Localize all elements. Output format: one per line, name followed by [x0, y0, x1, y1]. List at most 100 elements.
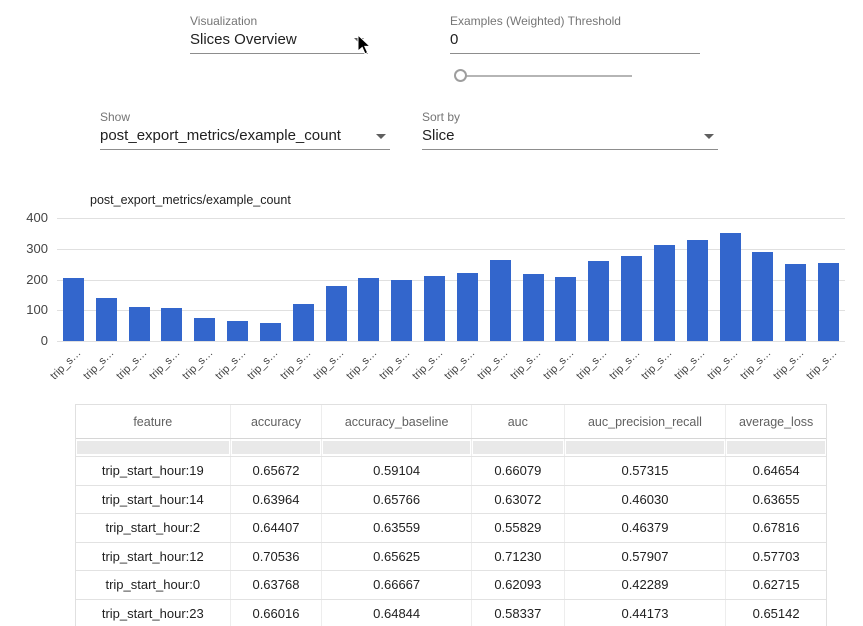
- metric-cell: 0.65142: [726, 600, 826, 626]
- table-filter-row: [76, 439, 826, 456]
- bar-15[interactable]: [555, 277, 576, 341]
- mouse-cursor-icon: [357, 34, 373, 56]
- metric-cell: 0.67816: [726, 514, 826, 542]
- bar-6[interactable]: [260, 323, 281, 341]
- bar-19[interactable]: [687, 240, 708, 341]
- bar-11[interactable]: [424, 276, 445, 341]
- metric-cell: 0.55829: [472, 514, 565, 542]
- metric-cell: 0.64844: [322, 600, 472, 626]
- metric-cell: 0.46030: [565, 486, 727, 514]
- bar-17[interactable]: [621, 256, 642, 341]
- bar-16[interactable]: [588, 261, 609, 341]
- table-row[interactable]: trip_start_hour:190.656720.591040.660790…: [76, 456, 826, 485]
- bar-9[interactable]: [358, 278, 379, 341]
- show-dropdown[interactable]: post_export_metrics/example_count: [100, 126, 390, 150]
- filter-input[interactable]: [232, 441, 321, 454]
- column-header-auc_precision_recall[interactable]: auc_precision_recall: [565, 405, 727, 438]
- filter-input[interactable]: [727, 441, 825, 454]
- table-row[interactable]: trip_start_hour:120.705360.656250.712300…: [76, 542, 826, 571]
- y-axis: 0100200300400: [0, 218, 48, 358]
- metric-cell: 0.63768: [231, 571, 323, 599]
- metric-cell: 0.65766: [322, 486, 472, 514]
- show-label: Show: [100, 110, 130, 124]
- metric-cell: 0.63655: [726, 486, 826, 514]
- filter-cell: [565, 439, 727, 456]
- chevron-down-icon: [704, 134, 714, 139]
- sort-by-label: Sort by: [422, 110, 460, 124]
- filter-cell: [76, 439, 231, 456]
- metric-cell: 0.66079: [472, 457, 565, 485]
- bar-7[interactable]: [293, 304, 314, 341]
- filter-input[interactable]: [566, 441, 725, 454]
- metric-cell: 0.64654: [726, 457, 826, 485]
- feature-cell: trip_start_hour:12: [76, 543, 231, 571]
- bar-5[interactable]: [227, 321, 248, 341]
- filter-cell: [231, 439, 323, 456]
- bar-chart: [57, 218, 845, 341]
- visualization-dropdown[interactable]: Slices Overview: [190, 30, 368, 54]
- bar-4[interactable]: [194, 318, 215, 341]
- feature-cell: trip_start_hour:14: [76, 486, 231, 514]
- filter-cell: [472, 439, 565, 456]
- metrics-table: featureaccuracyaccuracy_baselineaucauc_p…: [75, 404, 827, 626]
- column-header-auc[interactable]: auc: [472, 405, 565, 438]
- sort-by-dropdown[interactable]: Slice: [422, 126, 718, 150]
- bar-12[interactable]: [457, 273, 478, 341]
- slider-knob[interactable]: [454, 69, 467, 82]
- metric-cell: 0.64407: [231, 514, 323, 542]
- y-tick-label: 0: [0, 333, 48, 348]
- bar-0[interactable]: [63, 278, 84, 341]
- filter-input[interactable]: [473, 441, 563, 454]
- bar-2[interactable]: [129, 307, 150, 341]
- bar-3[interactable]: [161, 308, 182, 341]
- bar-13[interactable]: [490, 260, 511, 341]
- threshold-input[interactable]: 0: [450, 30, 700, 54]
- bar-21[interactable]: [752, 252, 773, 341]
- metric-cell: 0.62715: [726, 571, 826, 599]
- threshold-value: 0: [450, 31, 458, 48]
- filter-input[interactable]: [323, 441, 470, 454]
- column-header-feature[interactable]: feature: [76, 405, 231, 438]
- metric-cell: 0.42289: [565, 571, 727, 599]
- slicing-metrics-view: Visualization Slices Overview Examples (…: [0, 0, 863, 626]
- table-row[interactable]: trip_start_hour:230.660160.648440.583370…: [76, 599, 826, 626]
- metric-cell: 0.58337: [472, 600, 565, 626]
- visualization-value: Slices Overview: [190, 31, 297, 48]
- metric-cell: 0.65625: [322, 543, 472, 571]
- metric-cell: 0.46379: [565, 514, 727, 542]
- metric-cell: 0.57703: [726, 543, 826, 571]
- table-row[interactable]: trip_start_hour:140.639640.657660.630720…: [76, 485, 826, 514]
- metric-cell: 0.70536: [231, 543, 323, 571]
- y-tick-label: 200: [0, 272, 48, 287]
- column-header-average_loss[interactable]: average_loss: [726, 405, 826, 438]
- bar-23[interactable]: [818, 263, 839, 341]
- filter-cell: [322, 439, 472, 456]
- y-tick-label: 300: [0, 241, 48, 256]
- bar-14[interactable]: [523, 274, 544, 341]
- bar-8[interactable]: [326, 286, 347, 341]
- bar-20[interactable]: [720, 233, 741, 341]
- metric-cell: 0.66016: [231, 600, 323, 626]
- threshold-slider[interactable]: [456, 75, 632, 77]
- feature-cell: trip_start_hour:0: [76, 571, 231, 599]
- metric-cell: 0.65672: [231, 457, 323, 485]
- metric-cell: 0.66667: [322, 571, 472, 599]
- metric-cell: 0.57907: [565, 543, 727, 571]
- filter-input[interactable]: [77, 441, 229, 454]
- table-row[interactable]: trip_start_hour:20.644070.635590.558290.…: [76, 513, 826, 542]
- x-axis: trip_s…trip_s…trip_s…trip_s…trip_s…trip_…: [57, 341, 845, 401]
- legend-swatch: [60, 194, 82, 207]
- column-header-accuracy[interactable]: accuracy: [231, 405, 323, 438]
- visualization-label: Visualization: [190, 14, 257, 28]
- table-header-row: featureaccuracyaccuracy_baselineaucauc_p…: [76, 405, 826, 439]
- table-row[interactable]: trip_start_hour:00.637680.666670.620930.…: [76, 570, 826, 599]
- metric-cell: 0.63559: [322, 514, 472, 542]
- bar-22[interactable]: [785, 264, 806, 341]
- bar-10[interactable]: [391, 280, 412, 342]
- bar-1[interactable]: [96, 298, 117, 341]
- bar-18[interactable]: [654, 245, 675, 341]
- gridline: [57, 218, 845, 219]
- chevron-down-icon: [376, 134, 386, 139]
- column-header-accuracy_baseline[interactable]: accuracy_baseline: [322, 405, 472, 438]
- y-tick-label: 100: [0, 302, 48, 317]
